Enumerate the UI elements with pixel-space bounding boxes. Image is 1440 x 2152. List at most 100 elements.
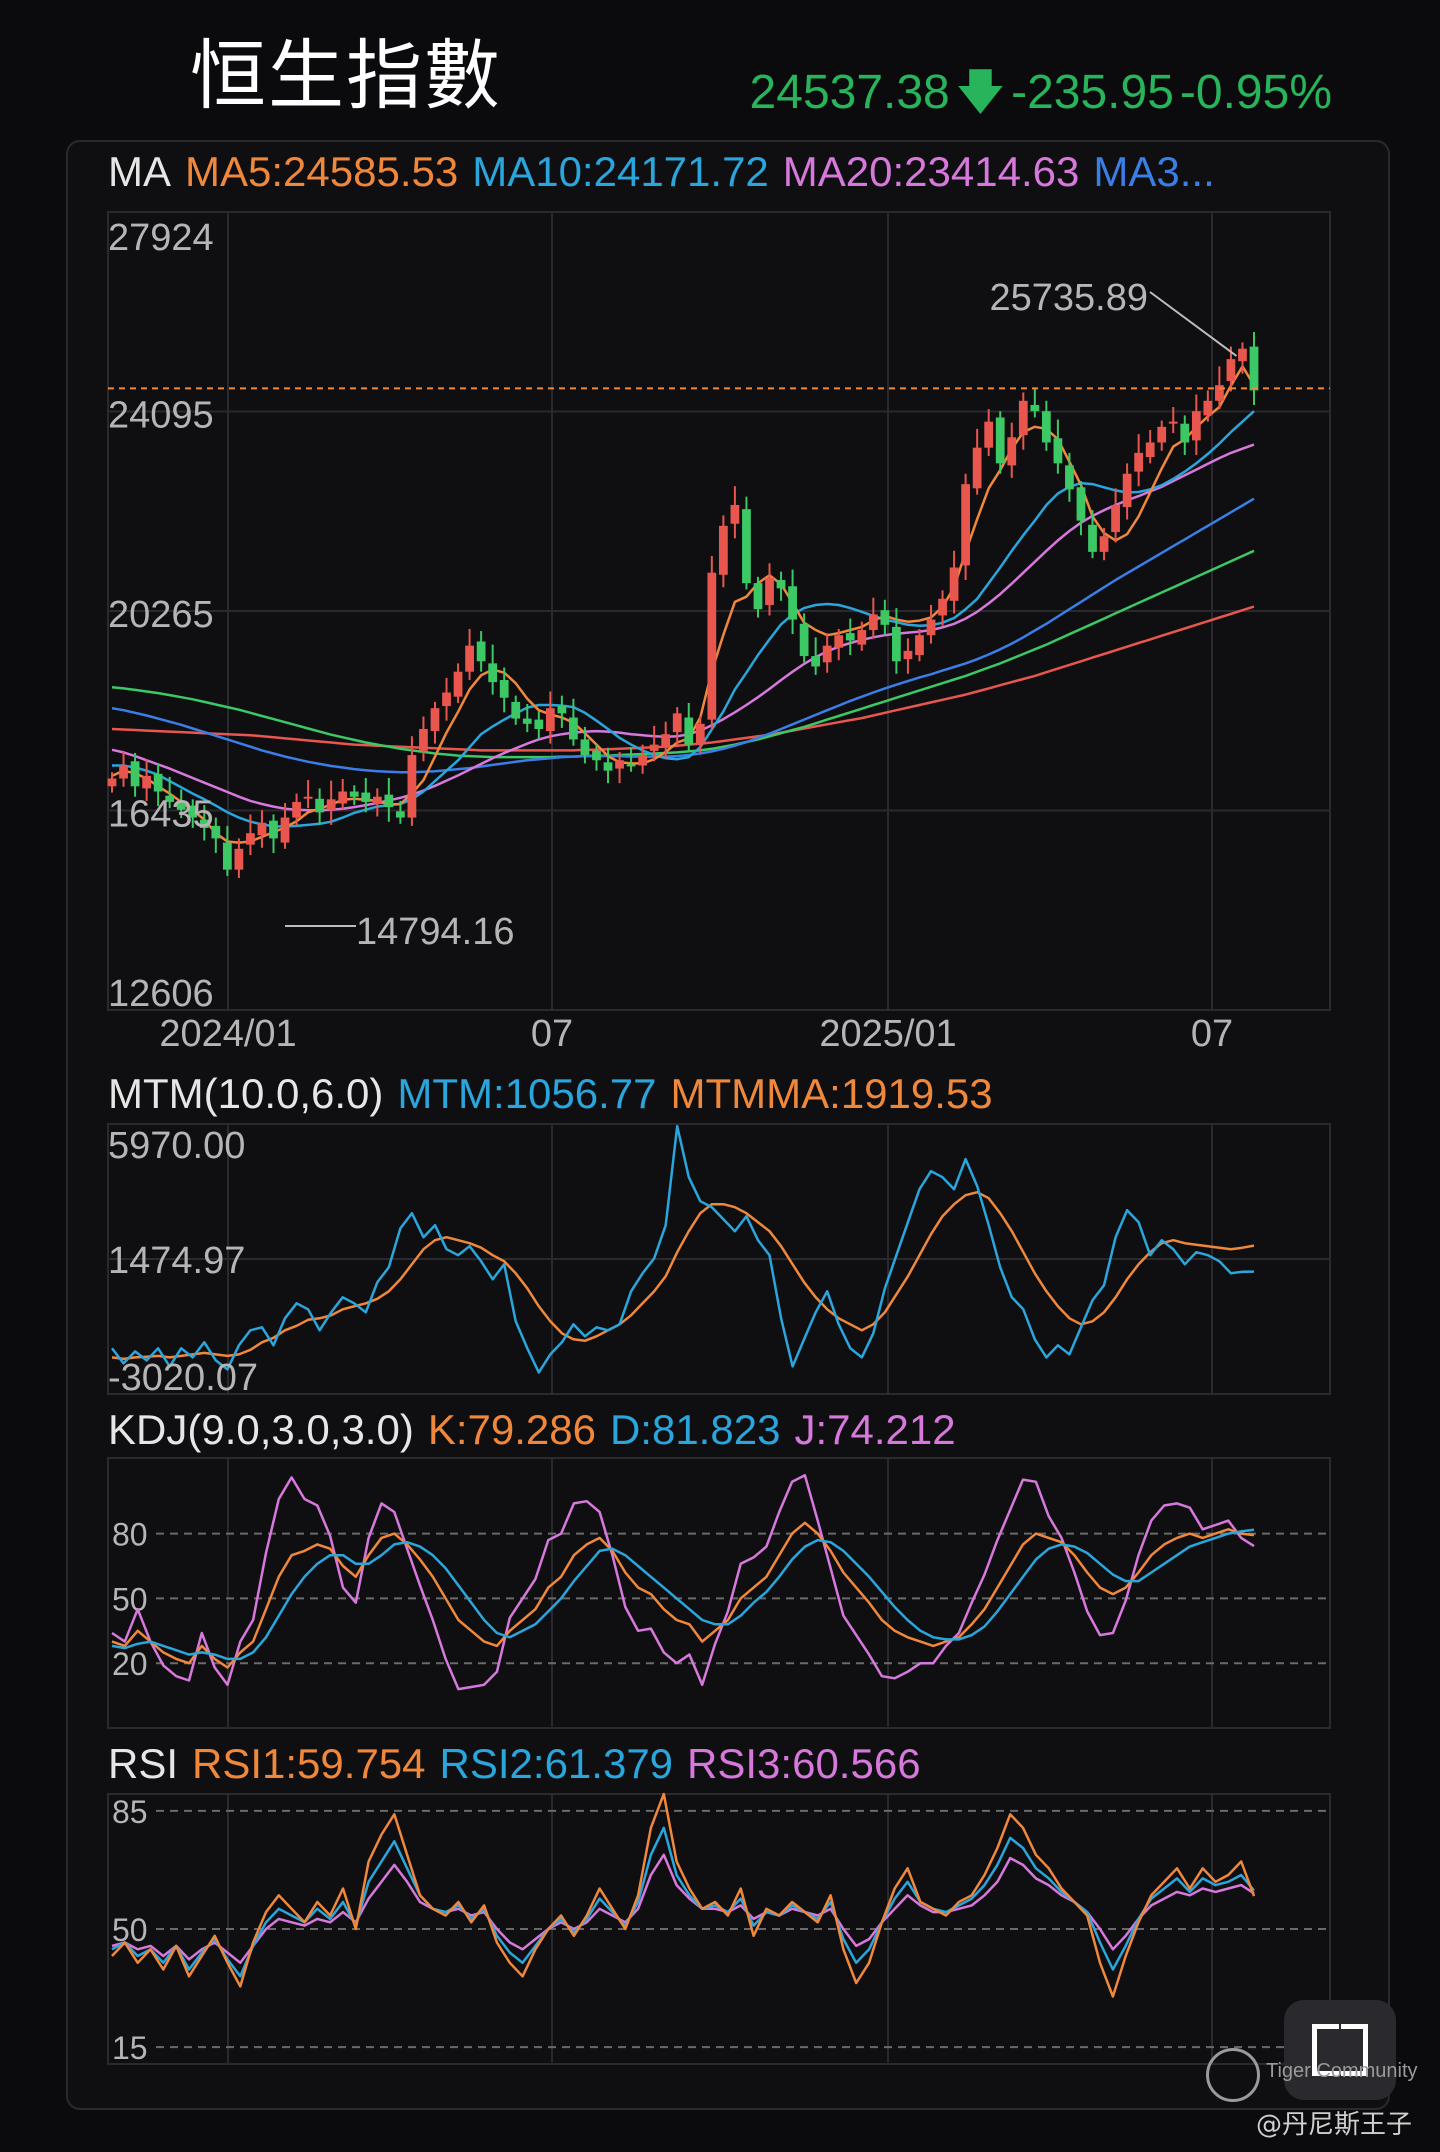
rsi-tick-label: 85 xyxy=(112,1794,148,1830)
rsi-tick-label: 50 xyxy=(112,1912,148,1948)
price-tick-label: 24095 xyxy=(108,394,214,436)
candle-body xyxy=(372,796,382,805)
mtm-legend-value: MTM:1056.77 xyxy=(397,1070,657,1117)
candle-body xyxy=(892,626,901,662)
candle-body xyxy=(1249,346,1259,391)
rsi3-line xyxy=(111,1853,1255,1965)
rsi2-line xyxy=(111,1826,1255,1978)
candle-body xyxy=(534,719,544,729)
candle-body xyxy=(626,764,636,767)
price-tick-label: 20265 xyxy=(108,594,214,636)
candle-body xyxy=(1030,404,1040,412)
price-tick-label: 27924 xyxy=(108,217,214,259)
candle-body xyxy=(257,822,267,836)
candle-body xyxy=(165,795,175,802)
candle-body xyxy=(649,744,659,751)
ma-line-ma30 xyxy=(111,497,1255,774)
ma20-legend: MA20:23414.63 xyxy=(782,148,1080,195)
candle-body xyxy=(361,792,371,802)
expand-corner-icon xyxy=(1312,2049,1339,2076)
candle-body xyxy=(211,825,221,839)
candle-body xyxy=(995,417,1005,464)
candle-body xyxy=(707,572,717,720)
ma-line-ma20 xyxy=(111,443,1255,812)
mtm-tick-label: 1474.97 xyxy=(108,1240,245,1282)
price-value: 24537.38 xyxy=(749,66,950,119)
candle-body xyxy=(488,663,498,683)
candle-body xyxy=(176,801,186,810)
candle-body xyxy=(834,635,844,648)
candle-body xyxy=(1145,442,1155,458)
candle-body xyxy=(730,504,740,524)
mtm-tick-label: 5970.00 xyxy=(108,1125,245,1167)
candle-body xyxy=(603,762,613,771)
ma-legend[interactable]: MA MA5:24585.53 MA10:24171.72 MA20:23414.63… xyxy=(108,148,1229,196)
price-tick-label: 12606 xyxy=(108,973,214,1015)
kdj-tick-label: 80 xyxy=(112,1517,148,1553)
candle-body xyxy=(1041,411,1051,443)
candle-body xyxy=(315,798,325,813)
candle-body xyxy=(569,717,578,740)
candle-body xyxy=(199,819,209,828)
candle-body xyxy=(799,623,809,657)
candle-body xyxy=(1226,359,1236,381)
candle-body xyxy=(1088,524,1097,552)
watermark: Tiger Community xyxy=(1266,2060,1418,2082)
candle-body xyxy=(880,610,890,625)
candle-body xyxy=(1111,504,1120,533)
price-change-percent: -0.95% xyxy=(1179,66,1332,119)
high-price-label: 25735.89 xyxy=(990,277,1149,319)
candle-body xyxy=(280,817,290,843)
candle-body xyxy=(476,641,486,662)
ma10-legend: MA10:24171.72 xyxy=(472,148,769,195)
rsi-panel-frame xyxy=(107,1793,1331,2065)
candle-body xyxy=(188,805,198,818)
tiger-logo-icon xyxy=(1206,2048,1260,2102)
rsi2-legend: RSI2:61.379 xyxy=(439,1740,674,1787)
kdj-legend[interactable]: KDJ(9.0,3.0,3.0) K:79.286 D:81.823 J:74.212 xyxy=(108,1406,970,1454)
candle-body xyxy=(742,509,751,584)
kdj-panel-frame xyxy=(107,1457,1331,1729)
kdj-tick-label: 50 xyxy=(112,1581,148,1617)
candle-body xyxy=(499,680,509,698)
rsi-tick-label: 15 xyxy=(112,2030,148,2066)
candle-body xyxy=(1018,400,1028,436)
mtm-legend[interactable]: MTM(10.0,6.0) MTM:1056.77 MTMMA:1919.53 xyxy=(108,1070,1007,1118)
candle-body xyxy=(776,580,786,589)
mtmma-legend-value: MTMMA:1919.53 xyxy=(670,1070,993,1117)
candle-body xyxy=(1007,437,1017,466)
candle-body xyxy=(718,525,728,575)
candle-body xyxy=(915,635,924,656)
kdj-j-legend: J:74.212 xyxy=(794,1406,956,1453)
candle-body xyxy=(338,791,348,804)
candle-body xyxy=(1065,465,1074,490)
high-leader-line xyxy=(1149,291,1238,357)
mtm-line xyxy=(111,1124,1255,1374)
candle-body xyxy=(811,656,821,667)
fullscreen-button[interactable] xyxy=(1284,2000,1396,2100)
candle-body xyxy=(407,755,417,818)
candle-body xyxy=(695,723,705,745)
x-tick-label: 2025/01 xyxy=(819,1013,956,1055)
rsi3-legend: RSI3:60.566 xyxy=(687,1740,921,1787)
candle-body xyxy=(672,713,682,733)
candle-body xyxy=(1076,487,1086,521)
candle-body xyxy=(142,775,151,789)
candle-body xyxy=(453,671,463,697)
candle-body xyxy=(1168,421,1178,424)
kdj-d-legend: D:81.823 xyxy=(609,1406,781,1453)
candle-body xyxy=(292,801,301,818)
rsi-legend[interactable]: RSI RSI1:59.754 RSI2:61.379 RSI3:60.566 xyxy=(108,1740,935,1788)
candle-body xyxy=(926,619,936,636)
candle-body xyxy=(465,645,474,672)
page-title: 恒生指數 xyxy=(190,31,502,120)
candle-body xyxy=(684,717,694,745)
kdj-k-legend: K:79.286 xyxy=(427,1406,596,1453)
expand-corner-icon xyxy=(1341,2024,1368,2051)
candle-body xyxy=(222,842,232,870)
rsi-legend-label: RSI xyxy=(108,1740,179,1787)
candle-body xyxy=(949,567,959,601)
candle-body xyxy=(1157,426,1167,443)
candle-body xyxy=(557,706,567,714)
